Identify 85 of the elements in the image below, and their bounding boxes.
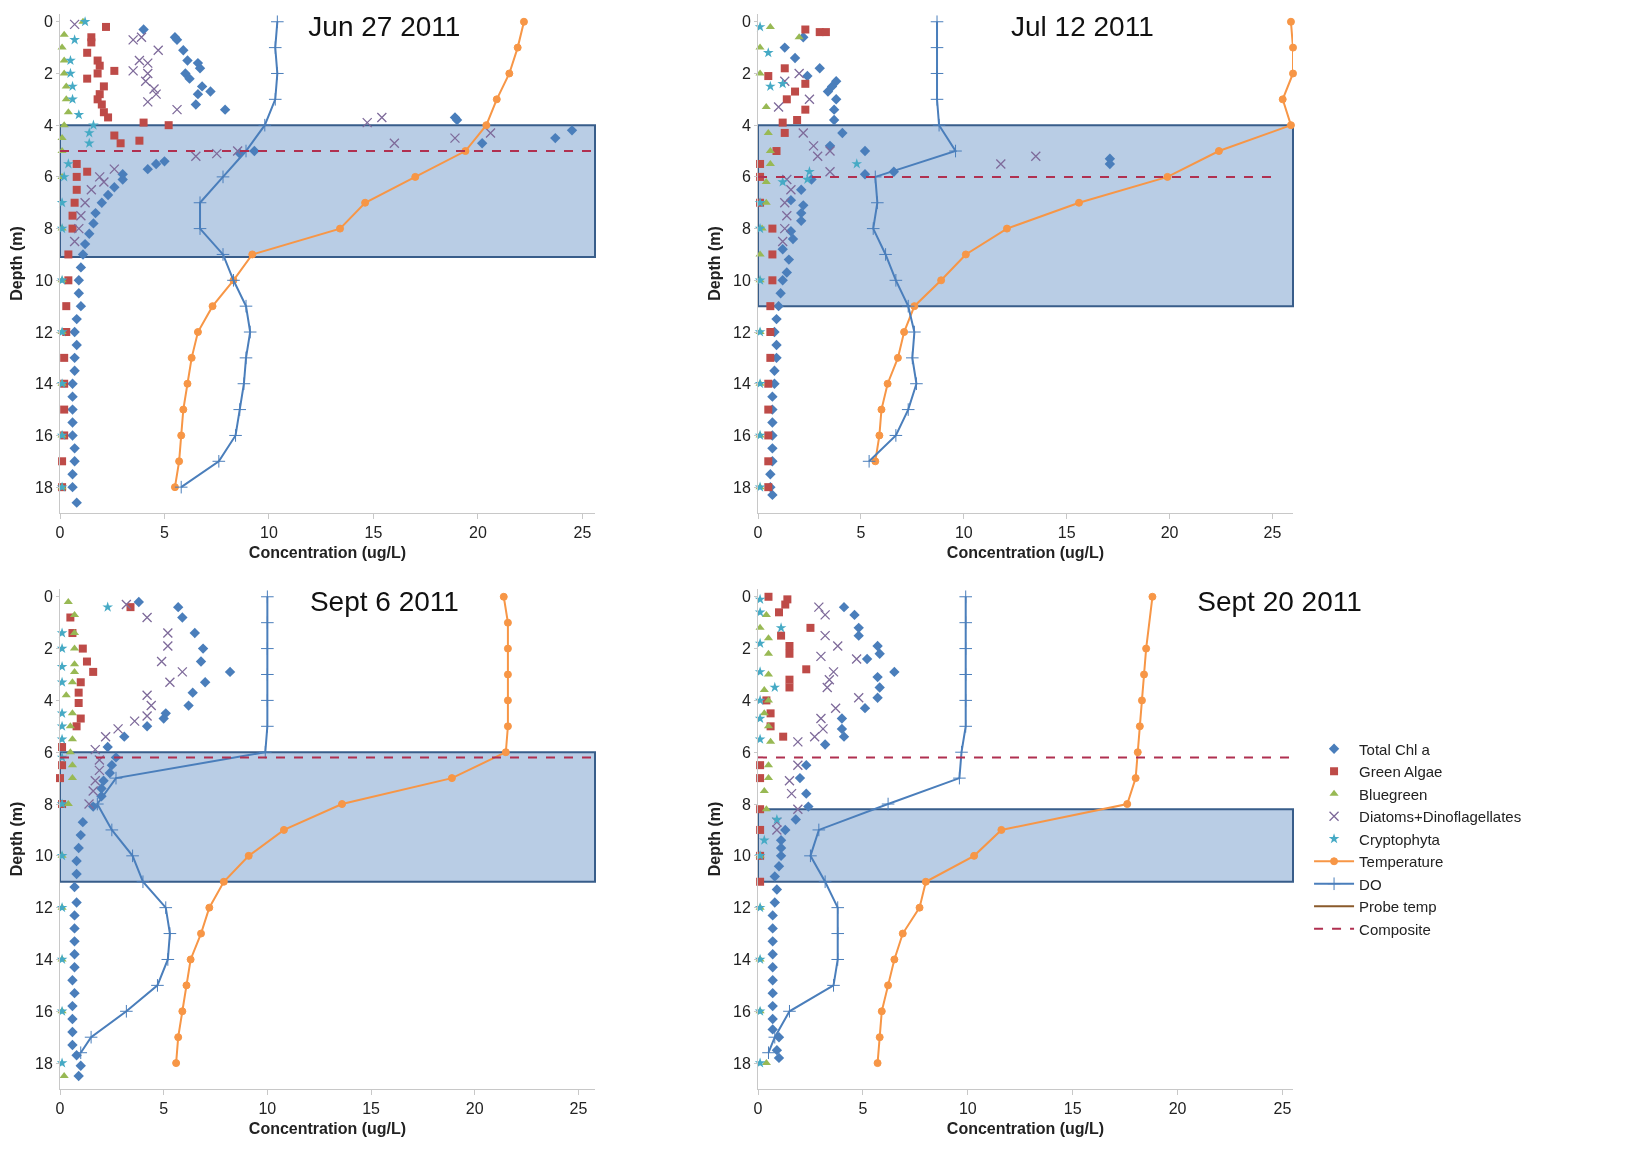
- y-tick-label: 14: [733, 375, 751, 393]
- y-tick-label: 2: [741, 640, 751, 658]
- x-tick-label: 0: [753, 1100, 763, 1118]
- y-tick-label: 0: [43, 13, 53, 31]
- y-tick-label: 2: [43, 65, 53, 83]
- y-tick-label: 0: [741, 13, 751, 31]
- legend-label: Temperature: [1359, 853, 1444, 871]
- y-tick-label: 8: [741, 795, 751, 813]
- y-axis-title: Depth (m): [705, 801, 723, 877]
- x-tick-label: 15: [1057, 524, 1076, 542]
- y-tick-label: 2: [43, 640, 53, 658]
- y-tick-label: 6: [43, 743, 53, 761]
- x-tick-label: 15: [364, 524, 383, 542]
- x-axis-title: Concentration (ug/L): [248, 1119, 407, 1137]
- y-tick-label: 4: [43, 692, 53, 709]
- x-tick-label: 10: [958, 1100, 977, 1118]
- x-tick-label: 25: [1273, 1100, 1292, 1118]
- y-axis-title: Depth (m): [7, 801, 25, 877]
- legend-label: Cryptophyta: [1359, 830, 1441, 848]
- y-tick-label: 12: [733, 323, 751, 341]
- legend-label: Total Chl a: [1359, 740, 1431, 758]
- x-tick-label: 0: [55, 524, 65, 542]
- legend-label: Composite: [1359, 920, 1431, 938]
- legend-label: Green Algae: [1359, 763, 1443, 781]
- y-tick-label: 10: [733, 271, 751, 289]
- y-tick-label: 18: [35, 1054, 53, 1072]
- y-tick-label: 4: [741, 116, 751, 134]
- chart-title: Sept 20 2011: [1197, 585, 1362, 617]
- chart-title: Sept 6 2011: [309, 585, 459, 617]
- x-axis-title: Concentration (ug/L): [946, 543, 1105, 561]
- y-tick-label: 12: [733, 899, 751, 917]
- y-tick-label: 16: [35, 427, 53, 445]
- x-tick-label: 10: [260, 524, 278, 542]
- x-tick-label: 15: [362, 1100, 381, 1118]
- x-tick-label: 0: [55, 1100, 65, 1118]
- y-tick-label: 14: [35, 951, 53, 969]
- y-tick-label: 4: [741, 692, 751, 709]
- x-tick-label: 20: [469, 524, 487, 542]
- legend-label: Diatoms+Dinoflagellates: [1359, 808, 1522, 826]
- x-tick-label: 20: [465, 1100, 484, 1118]
- y-tick-label: 10: [35, 847, 53, 865]
- x-tick-label: 10: [954, 524, 973, 542]
- y-tick-label: 2: [741, 65, 751, 83]
- y-tick-label: 14: [35, 375, 53, 393]
- y-tick-label: 16: [733, 427, 751, 445]
- legend-label: DO: [1359, 875, 1382, 893]
- y-tick-label: 10: [35, 271, 53, 289]
- y-tick-label: 18: [733, 1054, 751, 1072]
- y-tick-label: 10: [733, 847, 751, 865]
- y-tick-label: 6: [741, 168, 751, 186]
- y-tick-label: 8: [43, 220, 53, 238]
- x-axis-title: Concentration (ug/L): [946, 1119, 1105, 1137]
- x-tick-label: 15: [1063, 1100, 1082, 1118]
- y-tick-label: 12: [35, 323, 53, 341]
- x-tick-label: 20: [1168, 1100, 1187, 1118]
- y-tick-label: 0: [43, 588, 53, 606]
- x-tick-label: 25: [573, 524, 592, 542]
- y-tick-label: 18: [733, 478, 751, 496]
- x-tick-label: 25: [569, 1100, 588, 1118]
- y-tick-label: 12: [35, 899, 53, 917]
- y-axis-title: Depth (m): [705, 226, 723, 301]
- x-tick-label: 0: [753, 524, 763, 542]
- chart-title: Jul 12 2011: [1011, 10, 1154, 42]
- x-tick-label: 5: [160, 524, 170, 542]
- chart-title: Jun 27 2011: [308, 10, 461, 42]
- y-tick-label: 4: [43, 116, 53, 134]
- y-tick-label: 8: [43, 795, 53, 813]
- y-tick-label: 0: [741, 588, 751, 606]
- x-tick-label: 5: [858, 1100, 868, 1118]
- x-tick-label: 5: [856, 524, 866, 542]
- legend-label: Bluegreen: [1359, 785, 1428, 803]
- x-tick-label: 5: [159, 1100, 169, 1118]
- y-tick-label: 16: [35, 1002, 53, 1020]
- y-tick-label: 6: [741, 743, 751, 761]
- legend-label: Probe temp: [1359, 898, 1437, 916]
- y-tick-label: 8: [741, 220, 751, 238]
- x-tick-label: 20: [1160, 524, 1179, 542]
- x-axis-title: Concentration (ug/L): [248, 543, 407, 561]
- y-tick-label: 18: [35, 478, 53, 496]
- y-tick-label: 16: [733, 1002, 751, 1020]
- y-tick-label: 14: [733, 951, 751, 969]
- x-tick-label: 25: [1263, 524, 1282, 542]
- y-tick-label: 6: [43, 168, 53, 186]
- y-axis-title: Depth (m): [7, 226, 25, 301]
- x-tick-label: 10: [258, 1100, 277, 1118]
